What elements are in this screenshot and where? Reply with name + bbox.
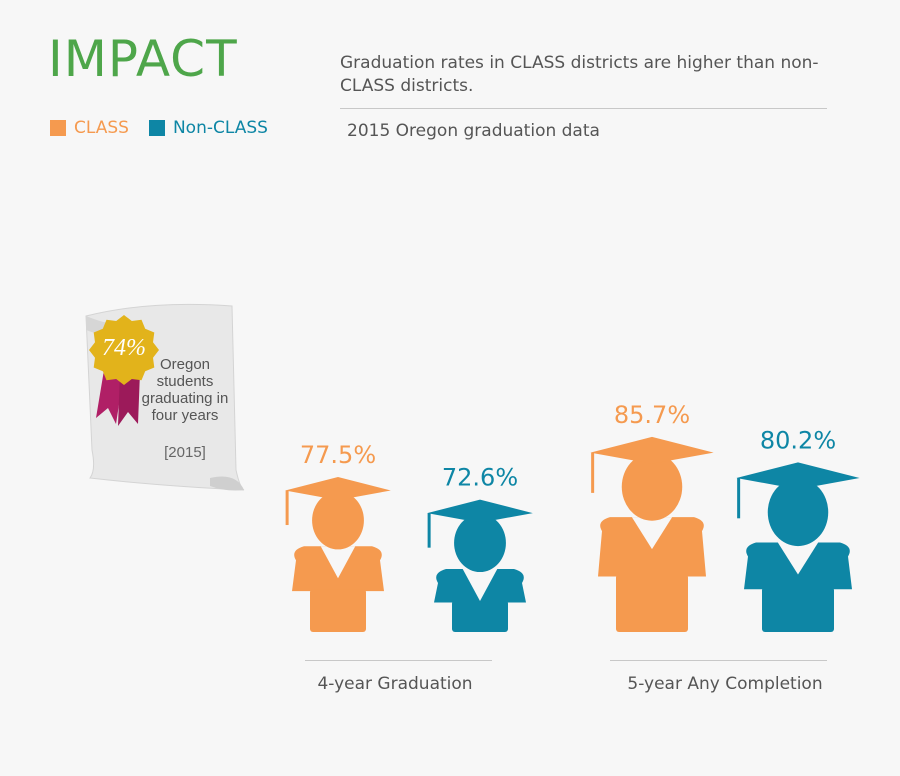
page-title: IMPACT [48,30,238,88]
graduate-figure-nonclass-5year [736,462,860,632]
legend-label-class: CLASS [74,118,129,138]
badge-seal [89,315,159,385]
legend-item-nonclass: Non-CLASS [148,118,268,138]
graduate-figure-class-5year [590,436,714,632]
subtitle: Graduation rates in CLASS districts are … [340,53,819,96]
graduate-figure-nonclass-4year [427,499,533,632]
category-rule-5year [610,660,827,661]
callout-value: 74% [102,335,146,361]
data-label-class-5year: 85.7% [614,401,690,429]
graduate-figure-class-4year [285,477,391,632]
legend-swatch-nonclass [148,120,165,136]
category-rule-4year [305,660,492,661]
legend-item-class: CLASS [50,118,129,138]
data-label-class-4year: 77.5% [300,441,376,469]
data-label-nonclass-5year: 80.2% [760,426,836,454]
callout-text: Oregon students graduating in four years [141,356,229,424]
chart-caption: 2015 Oregon graduation data [347,121,600,141]
data-label-nonclass-4year: 72.6% [442,464,518,492]
legend-swatch-class [50,120,66,136]
legend-label-nonclass: Non-CLASS [172,118,268,138]
category-label-4year: 4-year Graduation [317,674,473,694]
divider [340,108,827,109]
callout-year: [2015] [164,444,206,461]
legend: CLASS Non-CLASS [50,118,288,138]
badge-ribbon [96,370,140,426]
category-label-5year: 5-year Any Completion [627,674,823,694]
